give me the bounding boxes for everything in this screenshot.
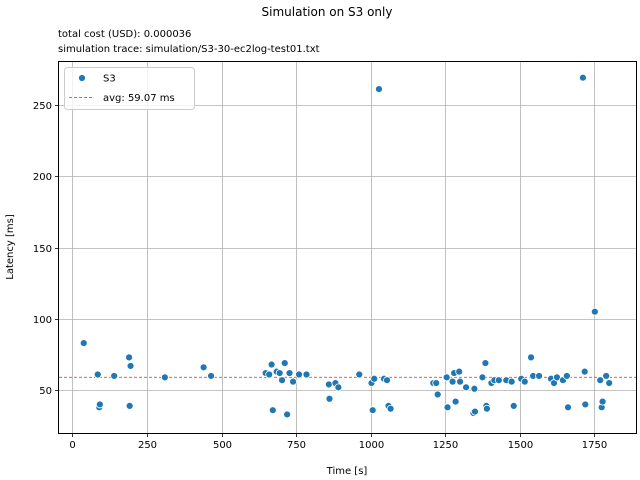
data-point (462, 383, 470, 392)
data-point (370, 374, 379, 383)
data-points (79, 73, 614, 419)
data-point (95, 400, 104, 409)
data-point (443, 403, 452, 412)
data-point (509, 401, 518, 410)
chart-subtitle-trace: simulation trace: simulation/S3-30-ec2lo… (58, 44, 320, 55)
data-point (432, 379, 441, 387)
data-point (562, 372, 571, 380)
x-tick-label: 1500 (508, 440, 533, 451)
legend-box (64, 67, 195, 110)
data-point (125, 353, 133, 362)
chart-title: Simulation on S3 only (262, 5, 393, 19)
data-point (355, 370, 364, 379)
data-point (79, 339, 88, 348)
data-point (456, 377, 464, 386)
data-point (110, 372, 119, 380)
data-point (283, 410, 292, 419)
x-axis-ticks: 0 250 500 750 1000 1250 1500 1750 (69, 433, 607, 451)
data-point (295, 370, 303, 379)
x-tick-label: 1250 (433, 440, 458, 451)
y-axis-label: Latency [ms] (5, 214, 16, 280)
data-point (207, 372, 215, 380)
x-tick-label: 1000 (359, 440, 384, 451)
y-tick-label: 250 (33, 101, 52, 112)
data-point (507, 377, 516, 386)
data-point (478, 373, 487, 382)
data-point (324, 380, 333, 389)
x-tick-label: 500 (213, 440, 232, 451)
y-tick-label: 100 (33, 315, 52, 326)
y-axis-ticks: 50 100 150 200 250 (33, 101, 59, 397)
data-point (494, 376, 503, 385)
data-point (368, 406, 377, 415)
data-point (590, 307, 599, 316)
data-point (520, 377, 529, 386)
data-point (386, 404, 395, 413)
data-point (433, 390, 442, 399)
x-tick-label: 1750 (582, 440, 607, 451)
data-point (535, 372, 543, 380)
data-point (471, 407, 479, 416)
data-point (598, 397, 607, 406)
data-point (126, 362, 135, 370)
data-point (455, 367, 464, 376)
x-tick-label: 250 (138, 440, 157, 451)
data-point (160, 373, 169, 382)
data-point (580, 367, 589, 376)
data-point (125, 401, 134, 410)
grid-lines (59, 62, 636, 433)
data-point (278, 376, 286, 385)
data-point (302, 370, 311, 379)
data-point (451, 397, 460, 406)
data-point (596, 376, 605, 385)
data-point (199, 363, 208, 372)
y-tick-label: 150 (33, 244, 52, 255)
data-point (267, 360, 276, 369)
chart-subtitle-cost: total cost (USD): 0.000036 (58, 29, 191, 40)
data-point (605, 379, 614, 387)
legend-label-avg: avg: 59.07 ms (103, 93, 175, 104)
data-point (334, 383, 343, 392)
data-point (602, 372, 611, 380)
data-point (280, 359, 289, 367)
legend-label-s3: S3 (103, 74, 116, 85)
data-point (383, 376, 391, 385)
data-point (285, 369, 294, 377)
data-point (470, 384, 479, 393)
data-point (442, 373, 451, 382)
data-point (375, 85, 383, 94)
plot-frame (58, 61, 637, 434)
x-tick-label: 0 (69, 440, 75, 451)
data-point (581, 400, 590, 409)
data-point (579, 73, 587, 82)
data-point (483, 404, 491, 413)
data-point (93, 370, 102, 379)
data-point (289, 377, 297, 386)
legend-marker-s3 (78, 74, 86, 82)
y-tick-label: 200 (33, 172, 52, 183)
data-point (481, 359, 490, 367)
data-point (325, 394, 334, 403)
x-axis-label: Time [s] (326, 466, 368, 477)
y-tick-label: 50 (39, 386, 52, 397)
x-tick-label: 750 (287, 440, 306, 451)
data-point (268, 406, 277, 415)
data-point (448, 377, 457, 386)
data-point (275, 369, 284, 377)
data-point (527, 353, 535, 362)
legend: S3 avg: 59.07 ms (64, 67, 195, 110)
data-point (564, 403, 572, 412)
data-point (265, 370, 274, 379)
